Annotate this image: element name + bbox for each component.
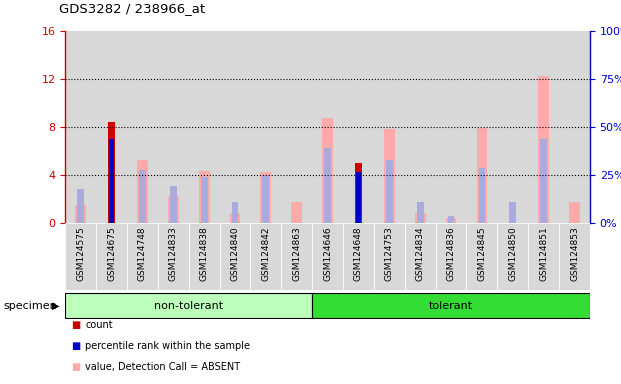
Bar <box>528 31 559 223</box>
Text: GSM124836: GSM124836 <box>446 226 456 281</box>
Bar <box>479 167 485 223</box>
FancyBboxPatch shape <box>127 223 158 290</box>
Bar <box>260 172 271 223</box>
FancyBboxPatch shape <box>312 223 343 290</box>
Text: GSM124863: GSM124863 <box>292 226 301 281</box>
Text: ■: ■ <box>71 341 81 351</box>
Bar <box>343 31 374 223</box>
Text: specimen: specimen <box>3 301 57 311</box>
Bar <box>127 31 158 223</box>
Bar <box>65 31 96 223</box>
FancyBboxPatch shape <box>405 223 435 290</box>
Bar <box>538 76 549 223</box>
Bar <box>281 31 312 223</box>
Bar <box>158 31 189 223</box>
FancyBboxPatch shape <box>250 223 281 290</box>
Bar <box>189 31 220 223</box>
FancyBboxPatch shape <box>466 223 497 290</box>
Bar <box>386 161 392 223</box>
Bar <box>220 31 250 223</box>
Bar <box>230 213 240 223</box>
Bar <box>168 196 179 223</box>
Bar <box>96 31 127 223</box>
Text: GSM124646: GSM124646 <box>323 226 332 281</box>
Bar <box>291 202 302 223</box>
FancyBboxPatch shape <box>96 223 127 290</box>
Bar <box>312 31 343 223</box>
FancyBboxPatch shape <box>374 223 405 290</box>
Bar <box>569 202 580 223</box>
Text: GSM124834: GSM124834 <box>415 226 425 281</box>
FancyBboxPatch shape <box>312 293 590 318</box>
Text: ■: ■ <box>71 320 81 330</box>
Bar <box>356 172 361 223</box>
FancyBboxPatch shape <box>435 223 466 290</box>
Text: GSM124853: GSM124853 <box>570 226 579 281</box>
FancyBboxPatch shape <box>189 223 220 290</box>
Text: GSM124748: GSM124748 <box>138 226 147 281</box>
Bar <box>476 128 487 223</box>
FancyBboxPatch shape <box>158 223 189 290</box>
Bar <box>497 31 528 223</box>
Text: non-tolerant: non-tolerant <box>154 301 223 311</box>
Bar <box>466 31 497 223</box>
FancyBboxPatch shape <box>220 223 250 290</box>
Bar <box>446 218 456 223</box>
FancyBboxPatch shape <box>65 223 96 290</box>
Bar <box>322 118 333 223</box>
Bar <box>199 171 209 223</box>
Bar <box>139 170 146 223</box>
Text: ▶: ▶ <box>52 301 59 311</box>
Text: GSM124675: GSM124675 <box>107 226 116 281</box>
Bar <box>77 189 84 223</box>
Text: ■: ■ <box>71 362 81 372</box>
Bar <box>355 163 362 223</box>
Text: percentile rank within the sample: percentile rank within the sample <box>85 341 250 351</box>
Bar <box>384 129 395 223</box>
Text: GSM124851: GSM124851 <box>539 226 548 281</box>
Bar <box>75 205 86 223</box>
Text: GSM124850: GSM124850 <box>508 226 517 281</box>
Bar <box>559 31 590 223</box>
Text: tolerant: tolerant <box>429 301 473 311</box>
Bar <box>417 202 424 223</box>
Text: GSM124845: GSM124845 <box>478 226 486 281</box>
Text: count: count <box>85 320 112 330</box>
Bar <box>405 31 435 223</box>
Bar <box>170 185 176 223</box>
Text: GSM124838: GSM124838 <box>199 226 209 281</box>
FancyBboxPatch shape <box>528 223 559 290</box>
Bar <box>232 202 238 223</box>
Bar <box>448 215 455 223</box>
Bar <box>540 139 547 223</box>
Bar <box>108 122 115 223</box>
Bar <box>250 31 281 223</box>
Text: GSM124842: GSM124842 <box>261 226 270 281</box>
Text: GSM124833: GSM124833 <box>169 226 178 281</box>
FancyBboxPatch shape <box>65 293 312 318</box>
Bar <box>415 213 425 223</box>
FancyBboxPatch shape <box>281 223 312 290</box>
FancyBboxPatch shape <box>559 223 590 290</box>
Text: GSM124575: GSM124575 <box>76 226 85 281</box>
Bar <box>137 161 148 223</box>
FancyBboxPatch shape <box>497 223 528 290</box>
Text: value, Detection Call = ABSENT: value, Detection Call = ABSENT <box>85 362 240 372</box>
Bar <box>201 177 207 223</box>
Text: GSM124753: GSM124753 <box>385 226 394 281</box>
Bar <box>324 148 331 223</box>
Bar <box>435 31 466 223</box>
Bar <box>263 175 270 223</box>
Text: GSM124648: GSM124648 <box>354 226 363 281</box>
FancyBboxPatch shape <box>343 223 374 290</box>
Text: GDS3282 / 238966_at: GDS3282 / 238966_at <box>59 2 205 15</box>
Bar <box>509 202 516 223</box>
Bar <box>374 31 405 223</box>
Bar <box>109 139 114 223</box>
Text: GSM124840: GSM124840 <box>230 226 240 281</box>
